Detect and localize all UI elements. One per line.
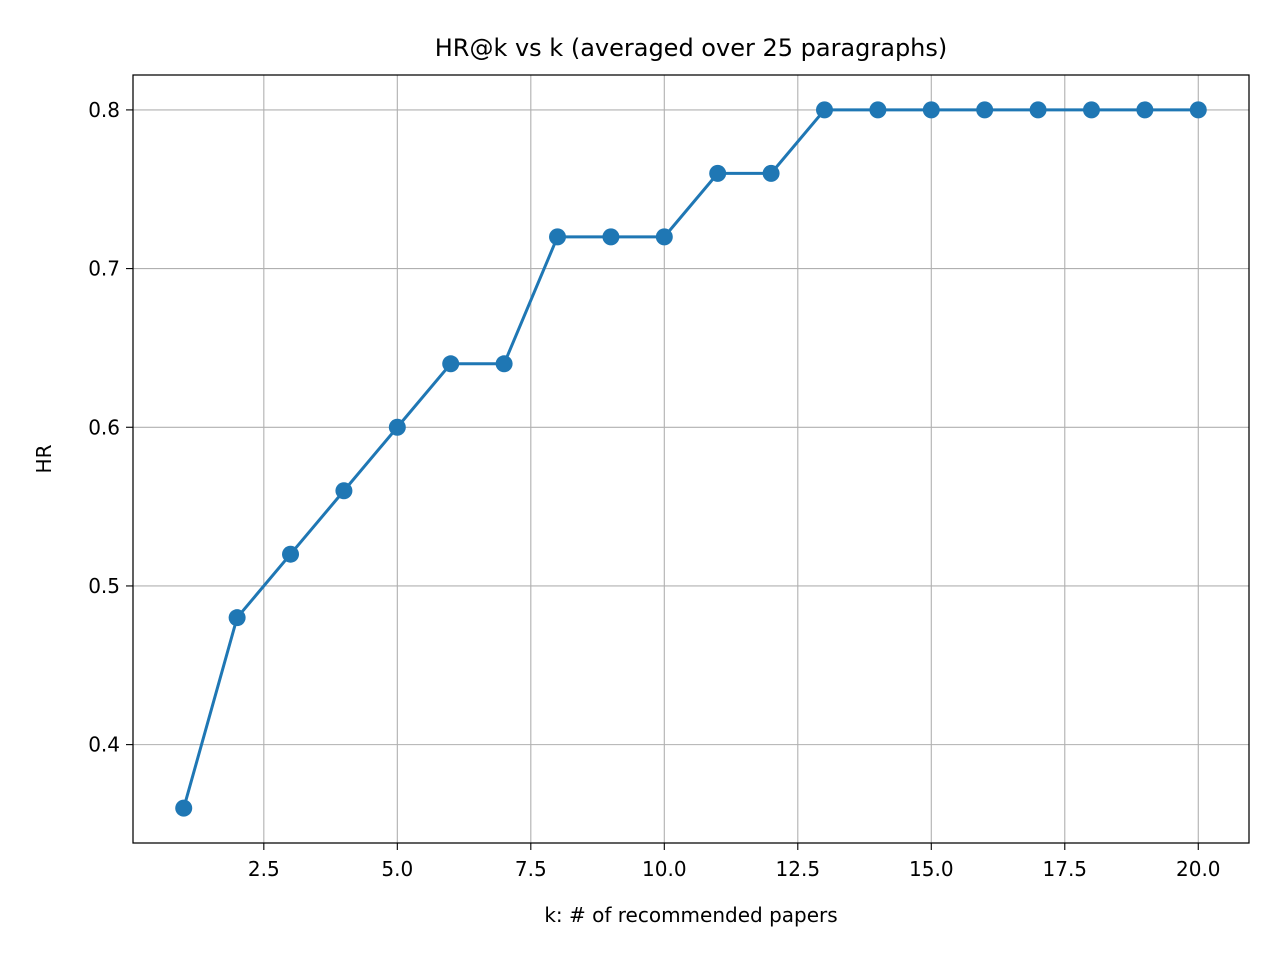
x-tick-label: 15.0 [909, 857, 954, 881]
data-point [1189, 101, 1207, 119]
data-point [335, 482, 353, 500]
data-point [549, 228, 567, 246]
data-point [709, 164, 727, 182]
tick-layer: 2.5 5.0 7.5 10.0 12.5 15.0 17.5 20.0 0.4 0.5 0.6 0.… [88, 98, 1220, 881]
x-axis-label: k: # of recommended papers [544, 903, 837, 927]
data-point [602, 228, 620, 246]
series-layer [175, 101, 1207, 817]
plot-frame [132, 74, 1250, 844]
data-point [175, 799, 193, 817]
x-tick-label: 20.0 [1176, 857, 1221, 881]
y-axis-label: HR [32, 444, 56, 473]
data-point [976, 101, 994, 119]
data-point [495, 355, 513, 373]
x-tick-label: 5.0 [381, 857, 413, 881]
data-point [442, 355, 460, 373]
data-point [282, 545, 300, 563]
data-point [869, 101, 887, 119]
data-point [1029, 101, 1047, 119]
y-tick-label: 0.6 [88, 415, 120, 439]
data-point [388, 418, 406, 436]
series-line [182, 108, 1200, 810]
y-tick-label: 0.7 [88, 257, 120, 281]
x-tick-label: 7.5 [515, 857, 547, 881]
data-point [815, 101, 833, 119]
data-point [655, 228, 673, 246]
x-tick-label: 17.5 [1043, 857, 1088, 881]
data-point [228, 609, 246, 627]
x-tick-label: 10.0 [642, 857, 687, 881]
data-point [762, 164, 780, 182]
x-tick-label: 2.5 [248, 857, 280, 881]
data-point [922, 101, 940, 119]
chart-title: HR@k vs k (averaged over 25 paragraphs) [435, 34, 948, 62]
x-tick-label: 12.5 [776, 857, 821, 881]
y-tick-label: 0.8 [88, 98, 120, 122]
y-tick-label: 0.5 [88, 574, 120, 598]
y-tick-label: 0.4 [88, 733, 120, 757]
data-point [1136, 101, 1154, 119]
data-point [1082, 101, 1100, 119]
